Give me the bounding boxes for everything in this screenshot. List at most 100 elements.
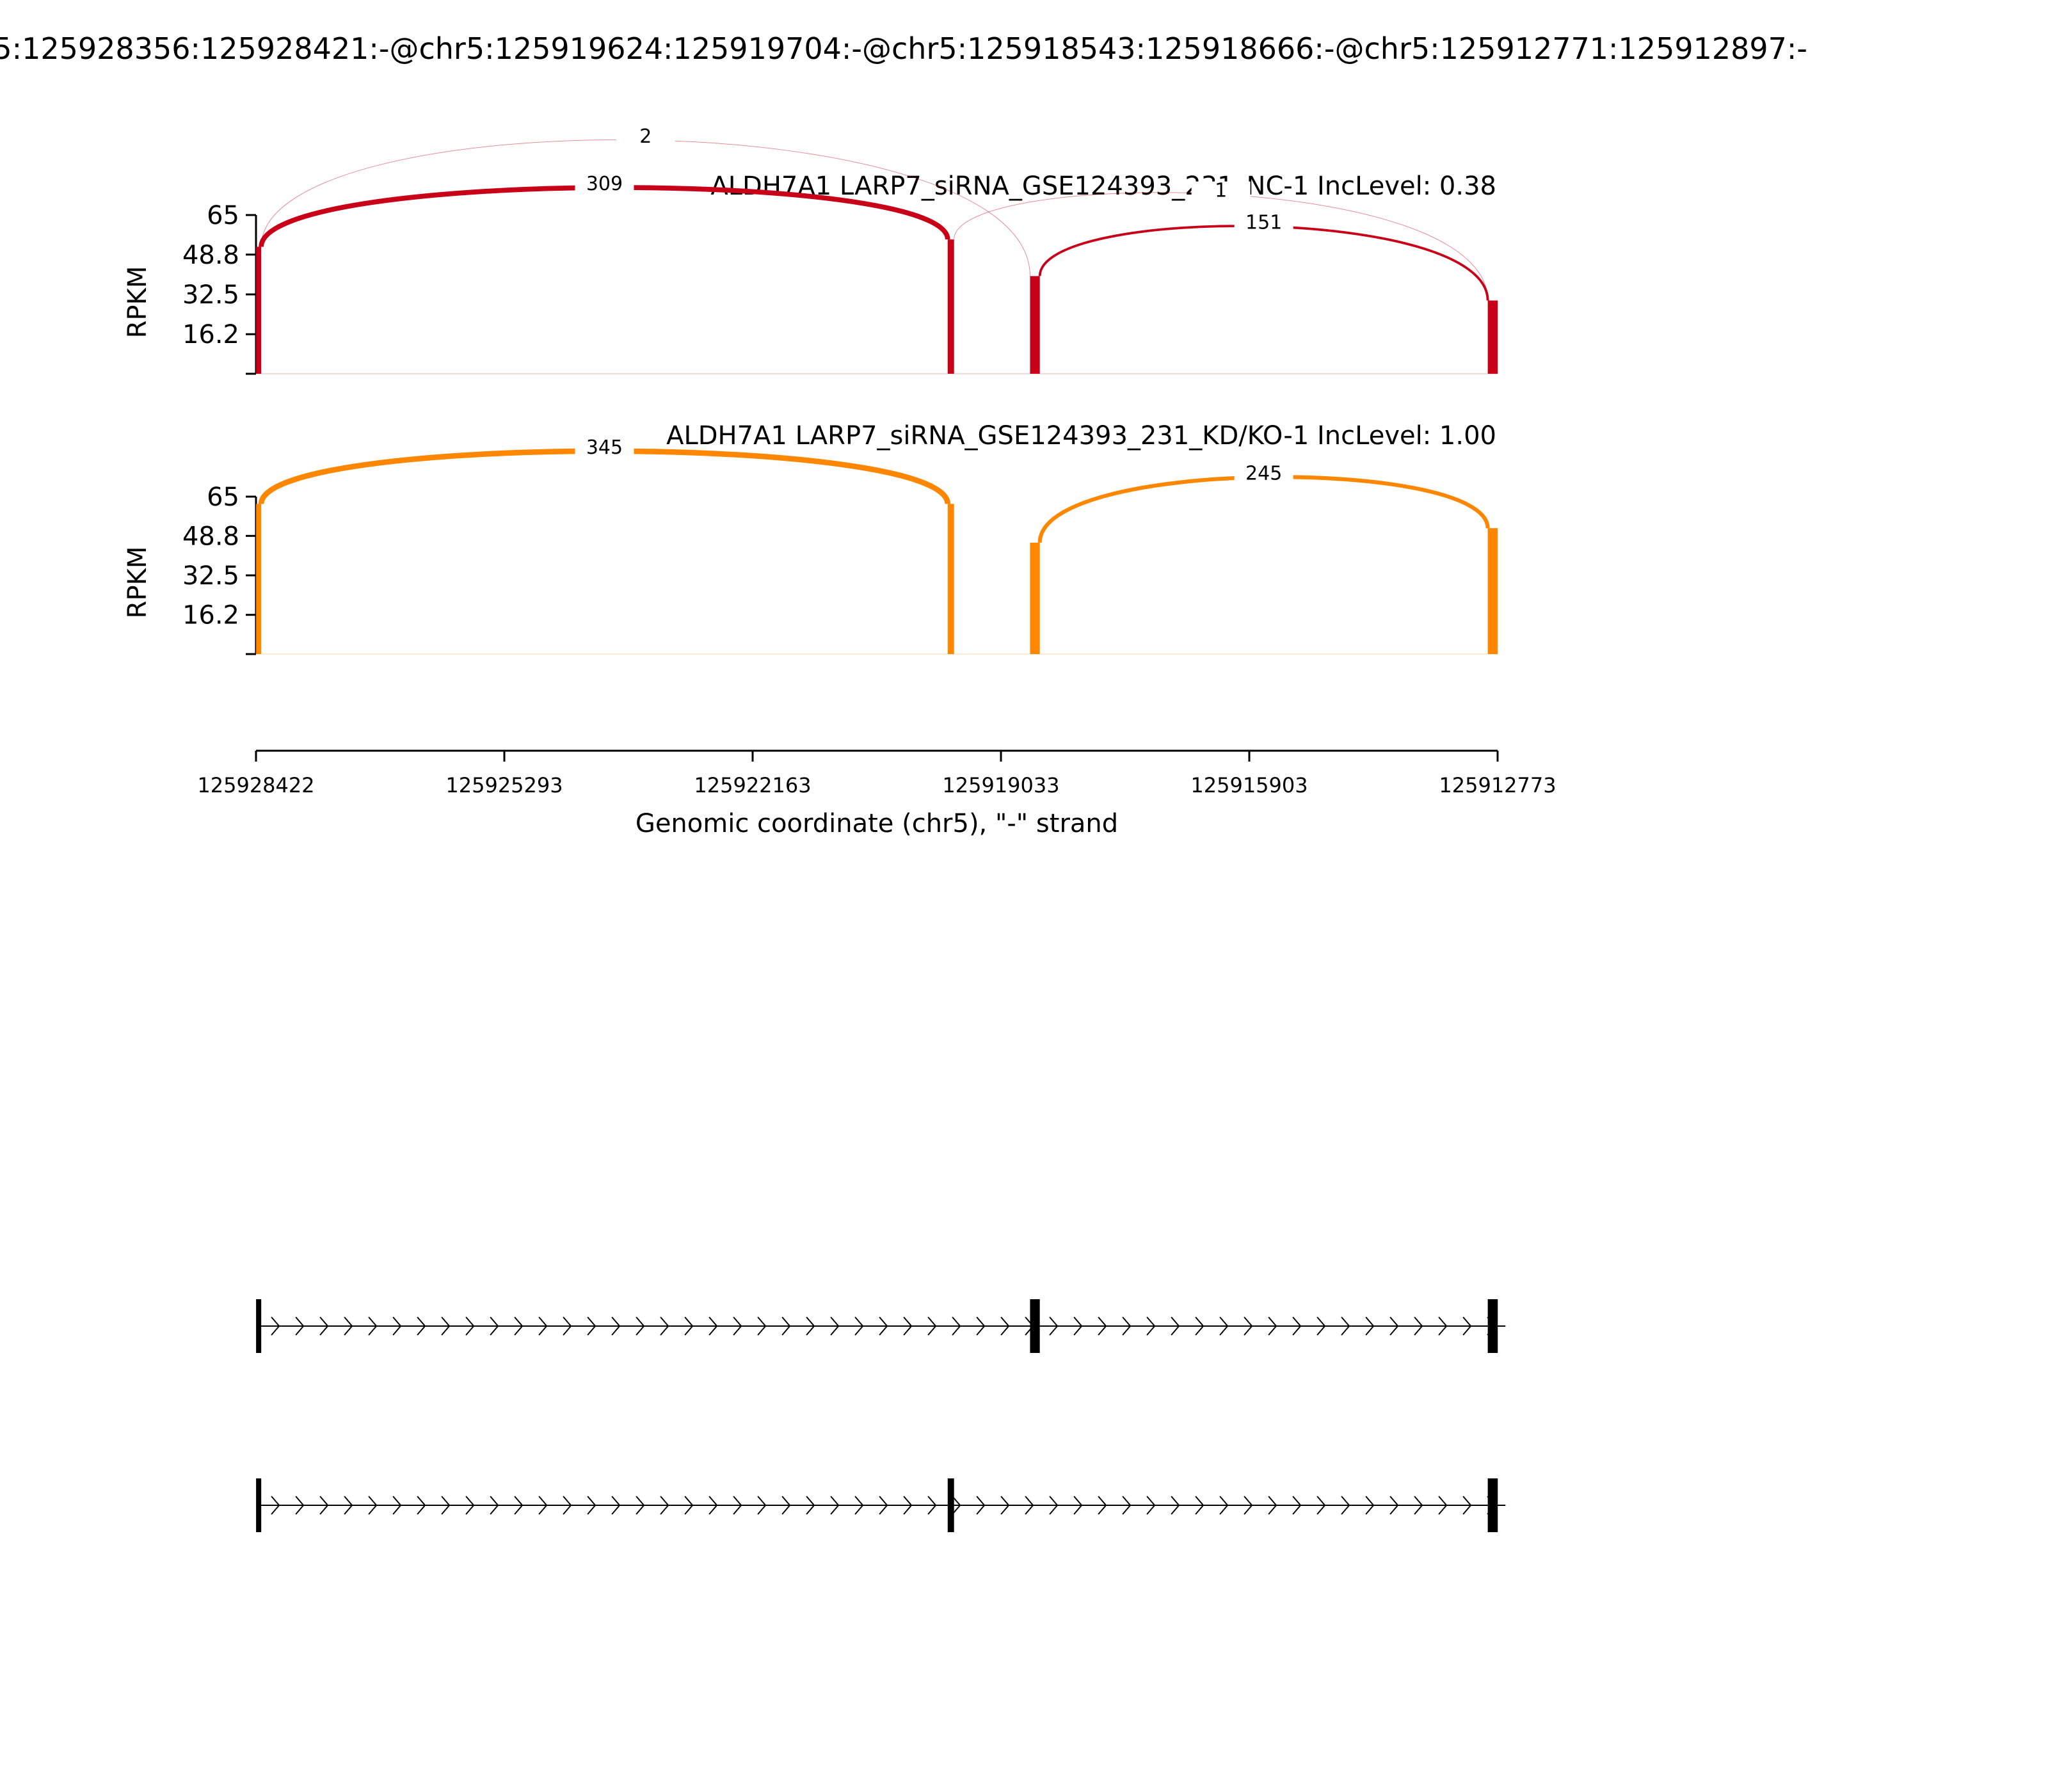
strand-arrow xyxy=(587,1496,596,1515)
junction-count-label: 1 xyxy=(1215,180,1227,202)
coverage-bars xyxy=(256,504,1498,655)
transcript-exon xyxy=(256,1478,262,1532)
strand-arrow xyxy=(538,1316,548,1336)
y-tick-label: 65 xyxy=(207,483,239,512)
strand-arrow xyxy=(611,1316,621,1336)
y-tick-label: 16.2 xyxy=(182,601,239,630)
y-tick-label: 65 xyxy=(207,201,239,230)
strand-arrow xyxy=(1268,1496,1277,1515)
strand-arrow xyxy=(976,1496,986,1515)
exon-coverage-bar xyxy=(947,239,954,374)
sample-panel-nc: ALDH7A1 LARP7_siRNA_GSE124393_231_NC-1 I… xyxy=(123,125,1498,375)
strand-arrow xyxy=(952,1496,961,1515)
x-axis-label: Genomic coordinate (chr5), "-" strand xyxy=(636,809,1118,838)
strand-arrow xyxy=(1171,1496,1180,1515)
strand-arrow xyxy=(708,1316,718,1336)
transcript-exon xyxy=(947,1478,954,1532)
strand-arrow xyxy=(417,1316,426,1336)
junction-count-label: 309 xyxy=(586,173,623,195)
strand-arrow xyxy=(417,1496,426,1515)
junction-arcs: 309 2 1 151 xyxy=(259,125,1489,301)
x-tick-label: 125928422 xyxy=(197,773,314,797)
transcript-exon xyxy=(256,1299,262,1353)
exon-coverage-bar xyxy=(1487,300,1498,374)
junction-count-bg xyxy=(1191,181,1251,202)
exon-coverage-bar xyxy=(256,246,262,374)
strand-arrow xyxy=(392,1316,402,1336)
strand-arrow xyxy=(1292,1316,1302,1336)
strand-arrow xyxy=(1049,1496,1059,1515)
strand-arrow xyxy=(441,1316,451,1336)
strand-arrow xyxy=(1195,1496,1204,1515)
strand-arrow xyxy=(1389,1496,1399,1515)
strand-arrow xyxy=(854,1496,864,1515)
strand-arrow xyxy=(368,1496,378,1515)
strand-arrow xyxy=(1438,1316,1448,1336)
strand-arrow xyxy=(976,1316,986,1336)
strand-arrow xyxy=(441,1496,451,1515)
y-axis-label: RPKM xyxy=(123,547,152,619)
strand-arrow xyxy=(271,1496,280,1515)
strand-arrow xyxy=(781,1316,791,1336)
junction-count-bg xyxy=(616,127,675,148)
strand-arrow xyxy=(392,1496,402,1515)
strand-arrow xyxy=(903,1496,913,1515)
y-tick-label: 32.5 xyxy=(182,280,239,310)
strand-arrow xyxy=(660,1316,669,1336)
transcript-exon xyxy=(1487,1478,1498,1532)
strand-arrow xyxy=(319,1316,329,1336)
strand-arrow xyxy=(781,1496,791,1515)
strand-arrow xyxy=(490,1496,499,1515)
strand-arrow xyxy=(830,1316,840,1336)
strand-arrow xyxy=(1000,1496,1010,1515)
strand-arrow xyxy=(1122,1316,1132,1336)
junction-count-label: 245 xyxy=(1245,463,1282,485)
y-axis: 16.2 32.5 48.8 65 xyxy=(182,201,257,375)
transcript-exon xyxy=(1487,1299,1498,1353)
strand-arrow xyxy=(879,1496,888,1515)
strand-arrow xyxy=(733,1496,742,1515)
junction-arc xyxy=(260,139,1030,276)
transcript-exon xyxy=(1030,1299,1040,1353)
junction-count-label: 345 xyxy=(586,436,623,459)
strand-arrow xyxy=(684,1316,694,1336)
exon-coverage-bar xyxy=(1487,528,1498,654)
x-tick-label: 125919033 xyxy=(942,773,1059,797)
strand-arrow xyxy=(1219,1316,1229,1336)
strand-arrow xyxy=(1341,1496,1350,1515)
y-tick-label: 16.2 xyxy=(182,320,239,349)
x-tick-label: 125912773 xyxy=(1439,773,1556,797)
strand-arrow xyxy=(1171,1316,1180,1336)
strand-arrow xyxy=(514,1316,524,1336)
strand-arrow xyxy=(636,1496,645,1515)
strand-arrow xyxy=(1414,1496,1423,1515)
strand-arrow xyxy=(563,1496,572,1515)
transcript-models xyxy=(256,1299,1506,1532)
strand-arrow xyxy=(1219,1496,1229,1515)
x-axis-ticks: 125928422 125925293 125922163 125919033 1259… xyxy=(197,751,1556,797)
strand-arrow xyxy=(271,1316,280,1336)
strand-arrow xyxy=(295,1496,305,1515)
strand-arrow xyxy=(1244,1316,1253,1336)
strand-arrow xyxy=(636,1316,645,1336)
strand-arrow xyxy=(1244,1496,1253,1515)
strand-arrow xyxy=(1025,1496,1034,1515)
strand-arrow xyxy=(563,1316,572,1336)
strand-arrow xyxy=(1438,1496,1448,1515)
strand-arrow xyxy=(490,1316,499,1336)
strand-arrow xyxy=(1316,1496,1326,1515)
strand-arrow xyxy=(1365,1496,1375,1515)
strand-arrow xyxy=(854,1316,864,1336)
junction-arc xyxy=(258,448,951,505)
strand-arrow xyxy=(684,1496,694,1515)
exon-coverage-bar xyxy=(947,504,954,654)
strand-arrow xyxy=(344,1316,353,1336)
junction-arcs: 345 245 xyxy=(258,436,1490,543)
strand-arrow xyxy=(465,1316,475,1336)
y-axis-label: RPKM xyxy=(123,266,152,339)
strand-arrow xyxy=(514,1496,524,1515)
strand-arrow xyxy=(1292,1496,1302,1515)
strand-arrow xyxy=(1146,1496,1156,1515)
exon-coverage-bar xyxy=(1030,276,1040,374)
